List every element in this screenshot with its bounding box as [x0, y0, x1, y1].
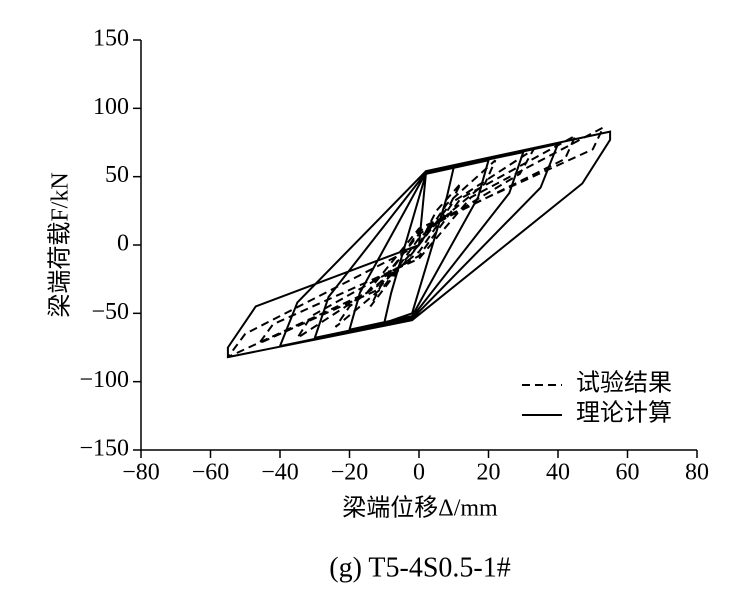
- y-tick-label: 0: [117, 231, 129, 257]
- y-tick-label: −100: [79, 367, 129, 393]
- series-line: [226, 130, 612, 359]
- x-tick-label: −40: [261, 460, 299, 486]
- x-tick-label: 20: [477, 460, 501, 486]
- y-tick-label: −50: [91, 299, 129, 325]
- legend-label: 理论计算: [576, 400, 672, 427]
- x-tick-label: −20: [331, 460, 369, 486]
- x-tick-label: −60: [192, 460, 230, 486]
- y-tick-label: −150: [79, 436, 129, 462]
- series-line: [227, 125, 606, 359]
- y-tick-label: 50: [105, 162, 129, 188]
- y-tick-label: 150: [93, 26, 129, 52]
- y-tick-label: 100: [93, 94, 129, 120]
- y-axis-label: 梁端荷载F/kN: [47, 172, 74, 317]
- x-tick-label: 80: [685, 460, 709, 486]
- legend-label: 试验结果: [576, 370, 672, 397]
- x-axis-label: 梁端位移Δ/mm: [342, 495, 498, 522]
- x-tick-label: 40: [546, 460, 570, 486]
- chart-caption: (g) T5-4S0.5-1#: [329, 552, 510, 583]
- x-tick-label: −80: [122, 460, 160, 486]
- x-tick-label: 0: [413, 460, 425, 486]
- x-tick-label: 60: [616, 460, 640, 486]
